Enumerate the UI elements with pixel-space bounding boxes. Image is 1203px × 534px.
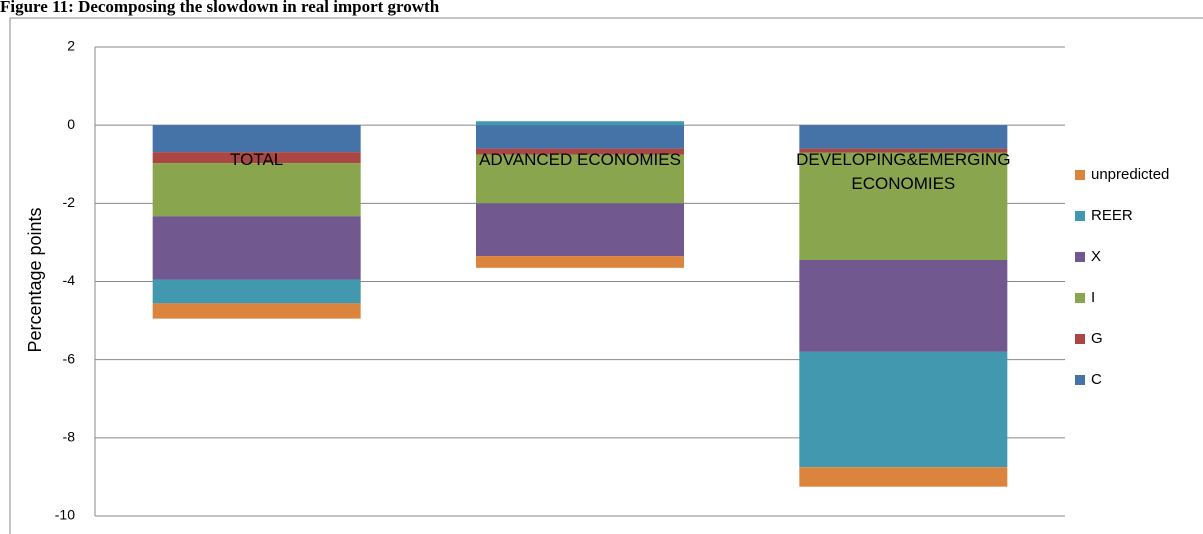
y-tick-label: -4: [63, 272, 76, 288]
y-tick-label: -10: [55, 507, 75, 523]
y-tick-label: -8: [63, 429, 76, 445]
bar-segment: [799, 351, 1008, 468]
bar-segment: [152, 163, 361, 217]
bar-segment: [152, 216, 361, 280]
legend-label: X: [1091, 248, 1101, 265]
x-tick-label: DEVELOPING&EMERGING ECONOMIES: [796, 150, 1011, 193]
legend-swatch: [1075, 252, 1085, 262]
bar-segment: [799, 152, 1008, 261]
x-tick-label: TOTAL: [230, 150, 284, 169]
y-tick-label: -2: [63, 194, 76, 210]
frame: [9, 17, 1203, 534]
chart-title: Figure 11: Decomposing the slowdown in r…: [0, 0, 440, 16]
bar-segment: [152, 152, 361, 164]
y-tick-label: 2: [67, 38, 75, 54]
y-axis-label: Percentage points: [25, 207, 45, 352]
bar-segment: [476, 203, 684, 257]
legend-label: I: [1091, 289, 1095, 306]
bar-segment: [476, 121, 684, 126]
bar-segment: [799, 467, 1008, 487]
bar-segment: [476, 125, 684, 149]
bar-segment: [476, 154, 684, 204]
legend-swatch: [1075, 293, 1085, 303]
legend-label: unpredicted: [1091, 166, 1169, 183]
legend-swatch: [1075, 375, 1085, 385]
x-tick-label: ADVANCED ECONOMIES: [479, 150, 681, 169]
legend-swatch: [1075, 211, 1085, 221]
bar-segment: [799, 260, 1008, 352]
bar-segment: [152, 279, 361, 304]
legend-label: G: [1091, 330, 1103, 347]
y-tick-label: -6: [63, 350, 76, 366]
legend-label: REER: [1091, 207, 1133, 224]
bar-segment: [476, 256, 684, 268]
bar-segment: [799, 148, 1008, 153]
bar-segment: [799, 125, 1008, 149]
bar-segment: [476, 148, 684, 155]
y-tick-label: 0: [67, 116, 75, 132]
bar-segment: [152, 125, 361, 153]
legend-swatch: [1075, 334, 1085, 344]
legend-swatch: [1075, 170, 1085, 180]
bar-segment: [152, 303, 361, 319]
legend-label: C: [1091, 371, 1102, 388]
